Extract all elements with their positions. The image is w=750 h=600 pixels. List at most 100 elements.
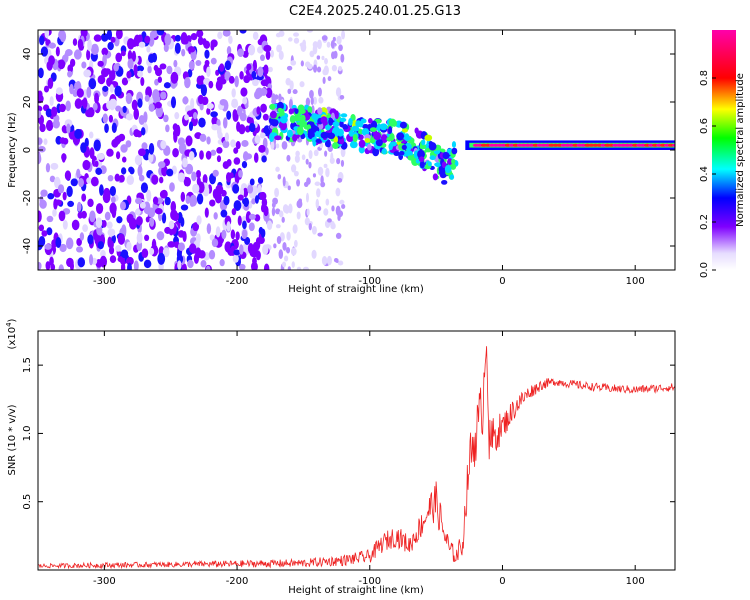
spectrogram-cell [407, 155, 415, 161]
spectrogram-cell [298, 108, 306, 114]
spectrogram-cell [195, 233, 201, 244]
spectrogram-y-tick-label: -20 [22, 190, 33, 206]
spectrogram-cell [278, 210, 284, 218]
snr-frame [37, 330, 676, 571]
spectrogram-cell [154, 67, 163, 77]
snr-y-tick-label: 1.5 [22, 357, 33, 373]
spectrogram-cell [242, 187, 249, 198]
spectrogram-cell [242, 220, 247, 230]
spectrogram-cell [313, 64, 318, 73]
spectrogram-cell [273, 243, 277, 249]
spectrogram-cell [222, 140, 230, 149]
spectrogram-cell [97, 74, 106, 85]
spectrogram-cell [140, 127, 146, 136]
spectrogram-cell [337, 66, 343, 72]
spectrogram-cell [672, 143, 675, 147]
snr-x-label: Height of straight line (km) [288, 585, 424, 596]
spectrogram-cell [184, 114, 189, 121]
spectrogram-cell [126, 241, 132, 252]
spectrogram-cell [233, 200, 242, 211]
spectrogram-cell [305, 192, 309, 203]
spectrogram-cell [266, 220, 273, 231]
spectrogram-cell [141, 248, 149, 258]
spectrogram-cell [49, 96, 54, 107]
spectrogram-cell [258, 226, 264, 235]
spectrogram-cell [239, 71, 244, 80]
spectrogram-cell [196, 193, 204, 205]
spectrogram-cell [137, 98, 143, 108]
spectrogram-cell [94, 160, 99, 168]
spectrogram-cell [388, 126, 393, 134]
spectrogram-cell [308, 149, 313, 160]
spectrogram-cell [157, 161, 166, 169]
spectrogram-cell [198, 250, 206, 259]
spectrogram-cell [335, 232, 342, 239]
spectrogram-cell [92, 102, 98, 111]
spectrogram-cell [157, 252, 166, 265]
spectrogram-cell [226, 158, 232, 167]
spectrogram-cell [261, 155, 267, 163]
spectrogram-cell [177, 260, 182, 270]
spectrogram-cell [67, 200, 75, 208]
spectrogram-cell [133, 129, 140, 138]
spectrogram-cell [252, 79, 259, 87]
spectrogram-cell [332, 142, 339, 150]
spectrogram-cell [175, 124, 181, 137]
spectrogram-cell [102, 85, 109, 92]
spectrogram-cell [308, 223, 312, 231]
spectrogram-cell [393, 151, 400, 157]
spectrogram-cell [121, 77, 129, 86]
spectrogram-cell [331, 205, 335, 212]
spectrogram-x-tick-label: 100 [626, 276, 645, 287]
spectrogram-cell [232, 254, 239, 263]
spectrogram-x-tick-label: -100 [358, 276, 381, 287]
spectrogram-cell [178, 142, 187, 155]
spectrogram-cell [48, 55, 55, 66]
spectrogram-cell [58, 264, 64, 270]
spectrogram-cell [325, 124, 331, 131]
spectrogram-cell [210, 111, 218, 118]
spectrogram-cell [276, 44, 282, 53]
spectrogram-cell [147, 65, 152, 74]
spectrogram-cell [186, 110, 194, 117]
spectrogram-cell [93, 139, 101, 152]
spectrogram-cell [429, 155, 436, 161]
spectrogram-cell [286, 231, 291, 241]
spectrogram-cell [424, 134, 433, 142]
spectrogram-cell [64, 119, 73, 128]
spectrogram-cell [127, 50, 133, 61]
spectrogram-cell [192, 183, 200, 194]
spectrogram-cell [340, 147, 346, 158]
spectrogram-cell [307, 63, 313, 70]
colorbar-tick-label: 0.6 [699, 118, 710, 134]
spectrogram-cell [99, 255, 108, 268]
spectrogram-cell [263, 263, 270, 270]
snr-y-multiplier: (x104) [5, 318, 18, 349]
colorbar-tick-label: 0.4 [699, 166, 710, 182]
spectrogram-cell [38, 152, 41, 164]
spectrogram-cell [67, 70, 73, 78]
spectrogram-cell [145, 216, 150, 223]
spectrogram-cell [306, 208, 310, 216]
spectrogram-cell [38, 210, 42, 223]
spectrogram-cell [315, 198, 320, 209]
spectrogram-cell [341, 30, 346, 40]
spectrogram-cell [241, 160, 248, 169]
spectrogram-cell [259, 87, 268, 96]
spectrogram-cell [166, 65, 173, 75]
spectrogram-cell [442, 151, 450, 160]
spectrogram-cell [243, 75, 251, 84]
spectrogram-cell [252, 257, 257, 266]
spectrogram-cell [49, 256, 54, 266]
spectrogram-cell [141, 142, 148, 150]
spectrogram-cell [66, 257, 74, 268]
spectrogram-cell [185, 195, 191, 204]
spectrogram-cell [330, 39, 335, 49]
spectrogram-cell [389, 141, 397, 147]
spectrogram-cell [252, 31, 259, 40]
spectrogram-cell [174, 42, 181, 54]
spectrogram-cell [449, 174, 455, 180]
spectrogram-cell [156, 30, 165, 36]
snr-y-ticks: 0.5 1.0 1.5 [22, 357, 675, 510]
spectrogram-cell [259, 132, 266, 139]
